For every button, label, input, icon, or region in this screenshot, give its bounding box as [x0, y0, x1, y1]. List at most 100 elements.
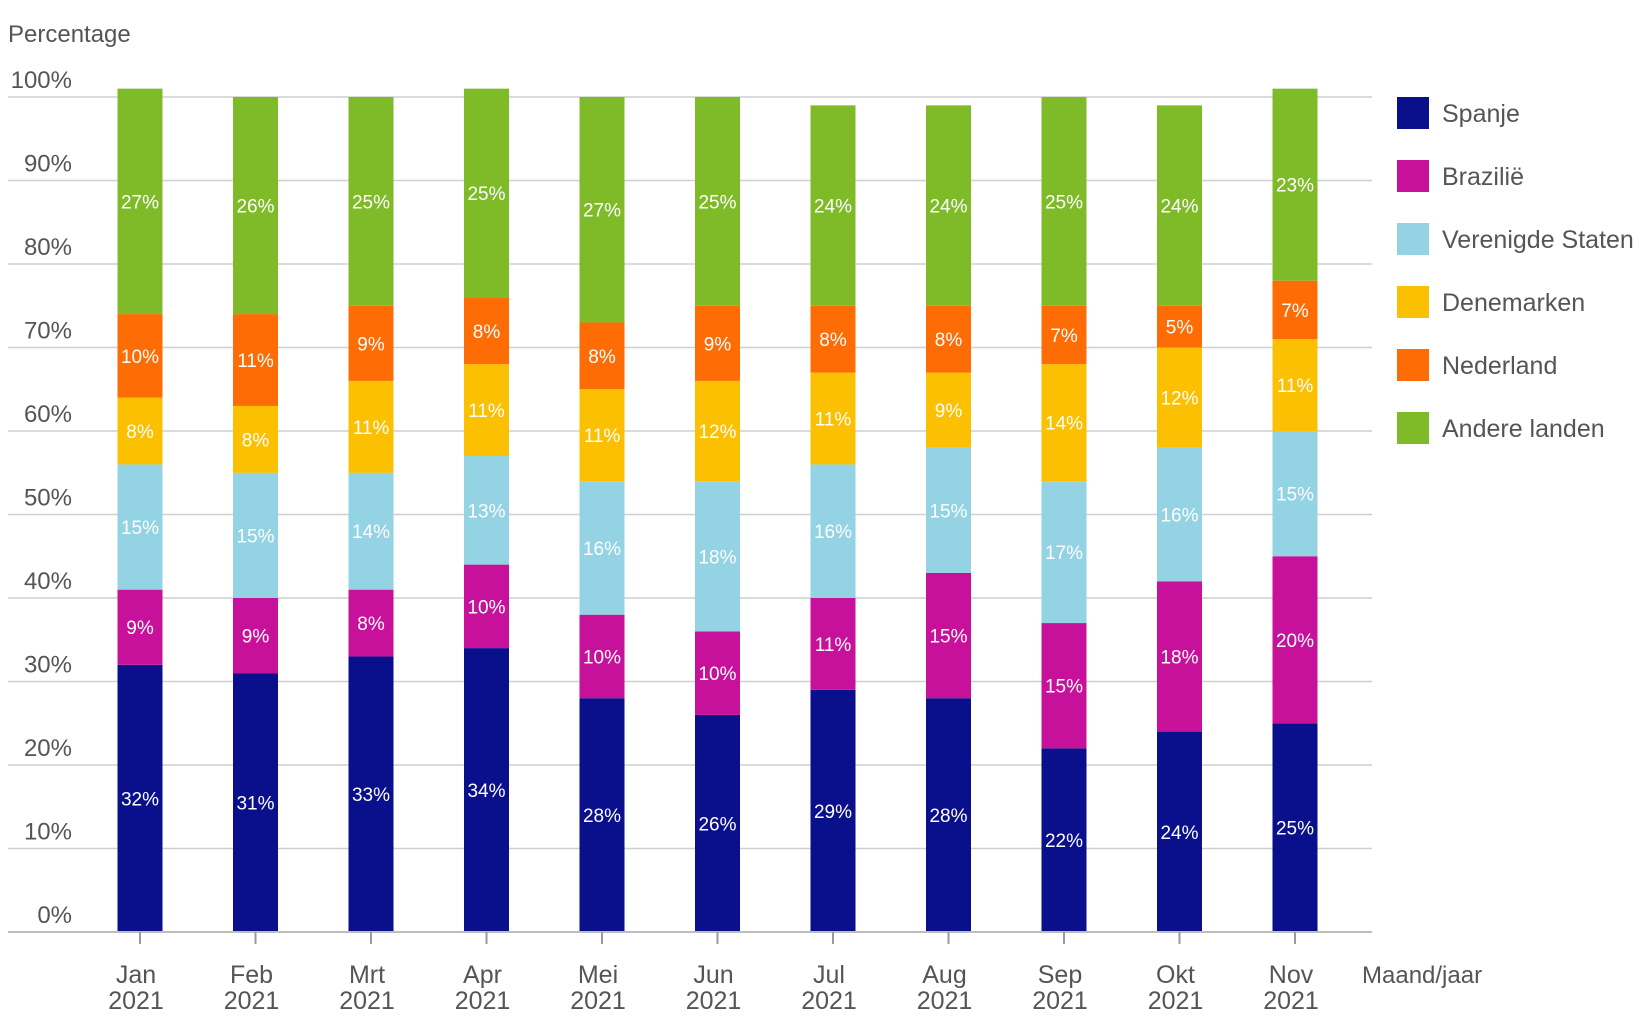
bars: 32% 9% 15% 8% 10% 27% 31% 9% 15% 8% 11% 26% 33% 8% 14%…: [117, 88, 1318, 932]
x-tick-label-year: 2021: [570, 987, 626, 1015]
y-axis-label: Percentage: [8, 21, 131, 48]
bar-segment: [810, 105, 856, 306]
data-label: 10%: [698, 664, 736, 685]
x-tick-label-month: Mrt: [349, 961, 385, 989]
x-tick-label-year: 2021: [1263, 987, 1319, 1015]
bar-segment: [1157, 731, 1202, 932]
x-axis-label: Maand/jaar: [1362, 962, 1482, 989]
legend-label: Spanje: [1442, 100, 1520, 128]
bar-segment: [233, 673, 278, 932]
bar-segment: [348, 305, 394, 381]
y-axis-ticks: 0% 10% 20% 30% 40% 50% 60% 70% 80% 90% 100%: [11, 67, 72, 929]
bar-stack: 33% 8% 14% 11% 9% 25%: [348, 97, 394, 932]
data-label: 15%: [236, 526, 274, 547]
x-tick-label-month: Jun: [693, 961, 733, 989]
data-label: 27%: [121, 192, 159, 213]
legend-label: Andere landen: [1442, 415, 1605, 443]
bar-segment: [1157, 581, 1202, 732]
x-tick-label-month: Mei: [578, 961, 618, 989]
bar-segment: [1157, 305, 1202, 348]
data-label: 10%: [121, 347, 159, 368]
bar-stack: 24% 18% 16% 12% 5% 24%: [1157, 105, 1202, 932]
bar-stack: 22% 15% 17% 14% 7% 25%: [1041, 97, 1087, 932]
data-label: 34%: [467, 781, 505, 802]
bar-segment: [1041, 97, 1087, 306]
y-tick-label: 0%: [37, 902, 72, 929]
x-tick-label-year: 2021: [686, 987, 742, 1015]
bar-segment: [117, 464, 163, 590]
x-tick-label-month: Apr: [463, 961, 502, 989]
bar-segment: [1041, 364, 1087, 482]
bar-segment: [117, 589, 163, 665]
x-tick-label-year: 2021: [339, 987, 395, 1015]
bar-segment: [926, 447, 971, 573]
data-label: 33%: [352, 785, 390, 806]
bar-segment: [464, 297, 509, 365]
data-label: 8%: [126, 422, 154, 443]
data-label: 14%: [1045, 414, 1083, 435]
bar-stack: 32% 9% 15% 8% 10% 27%: [117, 88, 163, 932]
data-label: 32%: [121, 789, 159, 810]
bar-segment: [1272, 723, 1318, 932]
data-label: 15%: [121, 518, 159, 539]
bar-segment: [1157, 447, 1202, 582]
data-label: 10%: [583, 647, 621, 668]
data-label: 11%: [1277, 376, 1314, 397]
data-label: 16%: [583, 539, 621, 560]
legend-entry: Verenigde Staten: [1397, 223, 1634, 255]
bar-segment: [926, 698, 971, 932]
data-label: 15%: [929, 501, 967, 522]
bar-segment: [579, 698, 625, 932]
data-label: 8%: [935, 330, 963, 351]
x-tick-label-month: Aug: [922, 961, 966, 989]
legend-entry: Andere landen: [1397, 412, 1605, 444]
bar-segment: [1041, 623, 1087, 749]
data-label: 15%: [929, 627, 967, 648]
bar-segment: [810, 305, 856, 373]
bar-segment: [117, 88, 163, 315]
data-label: 27%: [583, 201, 621, 222]
bar-segment: [233, 472, 278, 598]
data-label: 8%: [819, 330, 847, 351]
bar-segment: [1272, 556, 1318, 724]
data-label: 15%: [1045, 677, 1083, 698]
data-label: 9%: [126, 618, 154, 639]
data-label: 23%: [1276, 176, 1314, 197]
data-label: 7%: [1050, 326, 1078, 347]
legend-label: Denemarken: [1442, 289, 1585, 317]
data-label: 14%: [352, 522, 390, 543]
bar-segment: [579, 97, 625, 323]
bar-segment: [926, 305, 971, 373]
data-label: 8%: [242, 430, 270, 451]
data-label: 12%: [1160, 389, 1198, 410]
x-tick-label-year: 2021: [1032, 987, 1088, 1015]
bar-segment: [233, 97, 278, 315]
data-label: 26%: [698, 814, 736, 835]
bar-segment: [926, 572, 971, 699]
bar-segment: [464, 564, 509, 649]
data-label: 9%: [242, 627, 270, 648]
bar-segment: [117, 664, 163, 932]
x-tick-label-month: Jul: [813, 961, 845, 989]
data-label: 8%: [357, 614, 385, 635]
bar-segment: [695, 714, 740, 932]
x-tick-label-month: Nov: [1269, 961, 1314, 989]
y-tick-label: 90%: [24, 151, 72, 178]
bar-segment: [810, 372, 856, 465]
data-label: 24%: [814, 197, 852, 218]
data-label: 7%: [1281, 301, 1309, 322]
bar-segment: [1272, 280, 1318, 340]
data-label: 22%: [1045, 831, 1083, 852]
bar-segment: [464, 648, 509, 932]
bar-segment: [348, 656, 394, 932]
bar-segment: [695, 305, 740, 381]
bar-segment: [579, 481, 625, 615]
bar-stack: 29% 11% 16% 11% 8% 24%: [810, 105, 856, 932]
legend-swatch: [1397, 160, 1429, 192]
legend-entry: Nederland: [1397, 349, 1557, 381]
bar-stack: 28% 15% 15% 9% 8% 24%: [926, 105, 971, 932]
x-tick-label-month: Sep: [1038, 961, 1082, 989]
bar-segment: [1272, 339, 1318, 431]
data-label: 16%: [814, 522, 852, 543]
bar-segment: [1041, 481, 1087, 624]
